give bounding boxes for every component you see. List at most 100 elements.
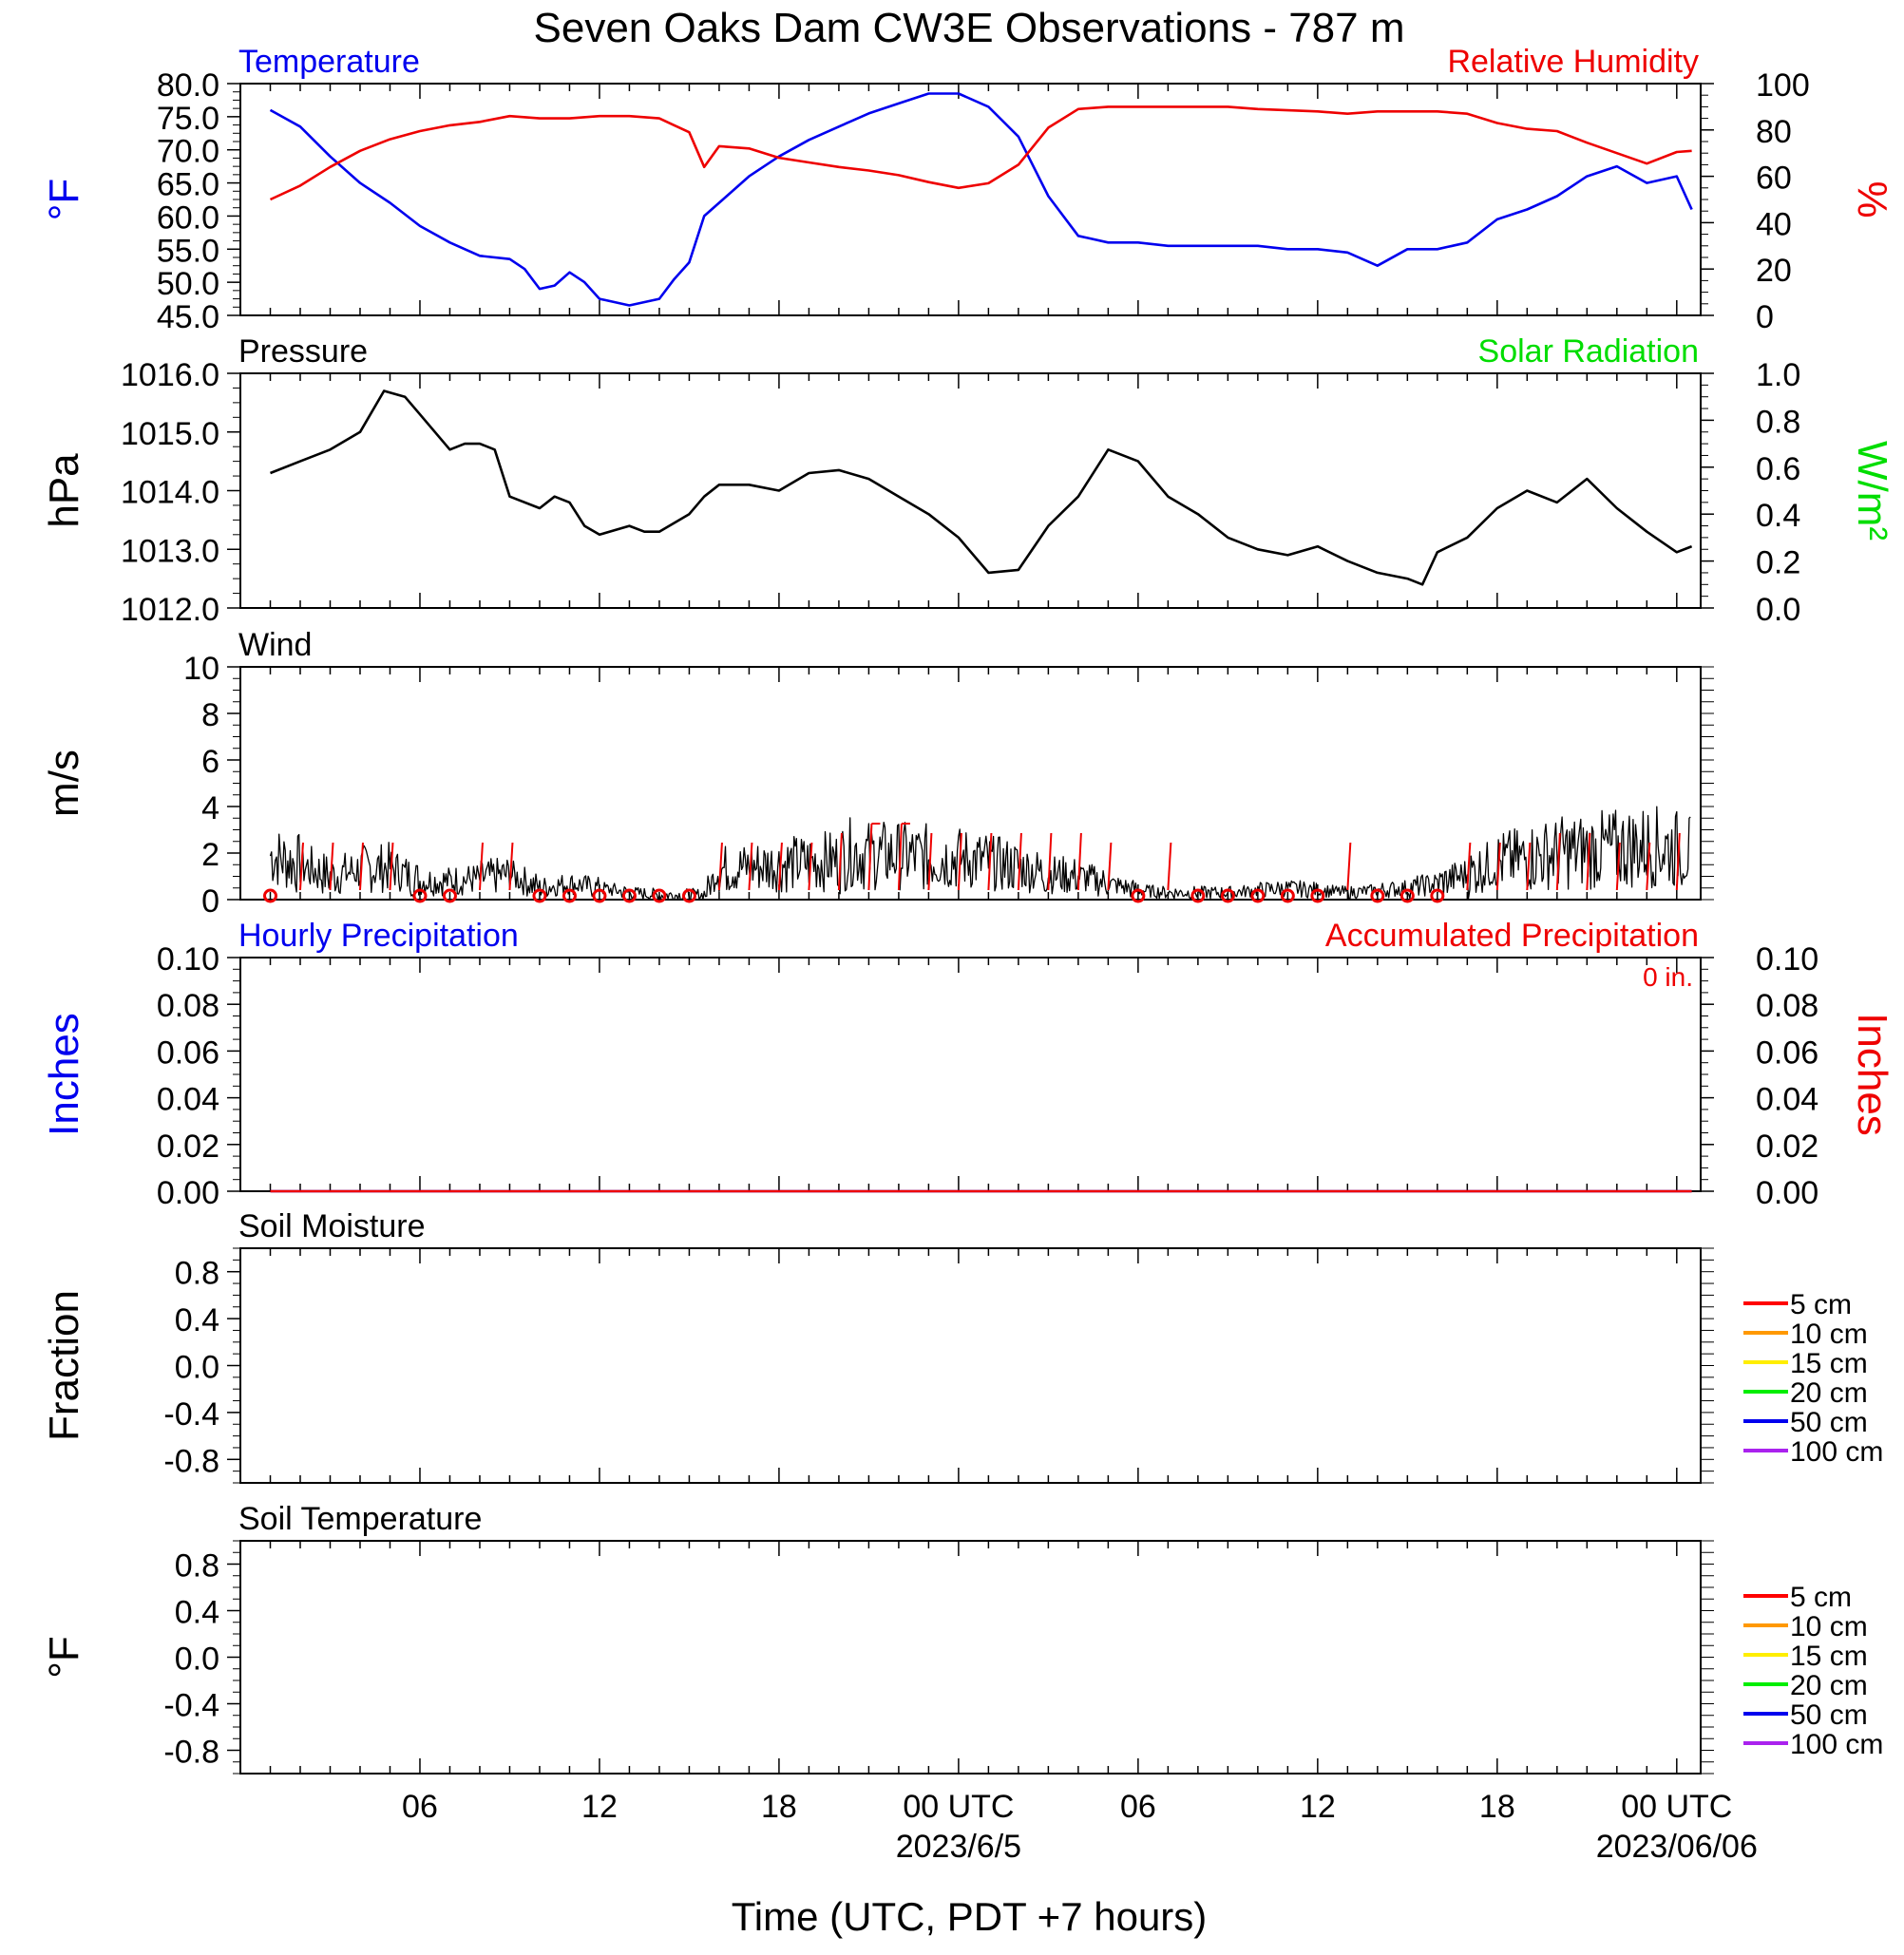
wind-barb xyxy=(329,842,334,891)
y-tick-label-right: 80 xyxy=(1756,114,1792,150)
panel-temp: 80.075.070.065.060.055.050.045.0 100 80 60 4… xyxy=(41,44,1895,335)
y-tick-label: 55.0 xyxy=(157,233,219,269)
y-axis-label-right: Inches xyxy=(1849,1013,1895,1136)
y-tick-label-right: 0.8 xyxy=(1756,404,1800,440)
x-tick-label: 06 xyxy=(1120,1789,1156,1825)
wind-barb xyxy=(1675,832,1681,891)
accumulated-total: 0 in. xyxy=(1643,962,1693,992)
wind-barb xyxy=(1586,832,1591,891)
panel-title-right: Solar Radiation xyxy=(1478,333,1699,370)
y-tick-label: 0.4 xyxy=(175,1595,219,1631)
y-tick-label: 0.0 xyxy=(175,1642,219,1678)
wind-calm-marker xyxy=(412,888,428,903)
wind-calm-marker xyxy=(1310,888,1325,903)
y-tick-label: 0.04 xyxy=(157,1082,219,1118)
panel-title-left: Temperature xyxy=(238,44,420,80)
x-tick-label: 12 xyxy=(581,1789,618,1825)
legend-label: 50 cm xyxy=(1790,1699,1868,1731)
wind-calm-marker xyxy=(592,888,607,903)
y-tick-label: 1013.0 xyxy=(121,533,219,569)
panel-title-left: Wind xyxy=(238,627,312,663)
y-tick-label: 1016.0 xyxy=(121,357,219,393)
y-tick-label: -0.8 xyxy=(163,1735,219,1771)
panel-soilm: 0.8 0.4 0.0 -0.4 -0.8 Soil Moisture Fraction 5 … xyxy=(41,1208,1883,1484)
y-tick-label-right: 0.06 xyxy=(1756,1034,1818,1071)
wind-calm-marker xyxy=(1280,888,1295,903)
x-axis-label: Time (UTC, PDT +7 hours) xyxy=(732,1894,1208,1939)
wind-calm-marker xyxy=(652,888,667,903)
panel-title-left: Soil Temperature xyxy=(238,1501,482,1537)
wind-barb xyxy=(748,842,753,891)
y-tick-label: 4 xyxy=(201,790,219,826)
legend-label: 100 cm xyxy=(1790,1729,1883,1760)
wind-calm-marker xyxy=(1220,888,1235,903)
y-tick-label: 60.0 xyxy=(157,199,219,236)
x-tick-label: 18 xyxy=(761,1789,797,1825)
wind-barb xyxy=(1167,842,1172,891)
y-axis-label-right: W/m² xyxy=(1849,441,1895,541)
wind-calm-marker xyxy=(1250,888,1266,903)
y-tick-label-right: 0.4 xyxy=(1756,498,1800,534)
legend-label: 5 cm xyxy=(1790,1289,1852,1320)
y-tick-label-right: 0.04 xyxy=(1756,1082,1818,1118)
wind-barb xyxy=(987,832,993,891)
wind-barb xyxy=(1466,842,1472,891)
wind-barb xyxy=(389,842,394,891)
wind-calm-marker xyxy=(1190,888,1206,903)
wind-calm-marker xyxy=(1399,888,1415,903)
y-tick-label: -0.4 xyxy=(163,1688,219,1724)
legend-label: 5 cm xyxy=(1790,1582,1852,1613)
legend-label: 100 cm xyxy=(1790,1436,1883,1468)
x-tick-labels: 06 12 18 00 UTC 2023/6/5 06 12 18 00 UTC 2023/06/… xyxy=(402,1789,1758,1865)
y-tick-label: 0.02 xyxy=(157,1129,219,1165)
wind-barb xyxy=(927,832,933,891)
y-tick-label: 0.0 xyxy=(175,1350,219,1386)
legend-label: 20 cm xyxy=(1790,1670,1868,1701)
panel-title-left: Pressure xyxy=(238,333,368,370)
wind-barb xyxy=(1346,842,1352,891)
y-tick-label: 75.0 xyxy=(157,101,219,137)
wind-calm-marker xyxy=(1131,888,1146,903)
x-tick-label: 18 xyxy=(1479,1789,1515,1825)
legend-label: 20 cm xyxy=(1790,1377,1868,1409)
wind-calm-marker xyxy=(562,888,577,903)
plot-frame xyxy=(239,1247,1702,1484)
panel-title-right: Accumulated Precipitation xyxy=(1325,918,1699,954)
y-tick-label-right: 60 xyxy=(1756,161,1792,197)
y-tick-label: 45.0 xyxy=(157,299,219,335)
y-tick-label-right: 0.2 xyxy=(1756,545,1800,581)
panel-title-left: Soil Moisture xyxy=(238,1208,426,1244)
wind-barb xyxy=(1646,842,1651,891)
plot-frame xyxy=(239,372,1702,609)
wind-barb xyxy=(897,823,903,891)
y-tick-label: 65.0 xyxy=(157,167,219,203)
y-tick-label: 1015.0 xyxy=(121,416,219,452)
x-tick-label: 00 UTC xyxy=(903,1789,1014,1825)
y-tick-label: 10 xyxy=(183,651,219,687)
legend-label: 50 cm xyxy=(1790,1407,1868,1438)
y-tick-label: 1012.0 xyxy=(121,592,219,628)
figure-title: Seven Oaks Dam CW3E Observations - 787 m xyxy=(534,5,1405,51)
y-tick-label: 6 xyxy=(201,744,219,780)
legend-label: 10 cm xyxy=(1790,1611,1868,1642)
y-tick-label: 80.0 xyxy=(157,67,219,104)
plot-frame xyxy=(239,957,1702,1192)
wind-calm-marker xyxy=(1430,888,1445,903)
panel-title-right: Relative Humidity xyxy=(1447,44,1699,80)
wind-barb xyxy=(298,842,304,891)
y-tick-label: -0.8 xyxy=(163,1443,219,1479)
y-tick-label: 0.10 xyxy=(157,941,219,978)
y-tick-label-right: 0.0 xyxy=(1756,592,1800,628)
y-tick-label-right: 0.00 xyxy=(1756,1175,1818,1211)
wind-barb xyxy=(358,842,364,891)
legend-label: 15 cm xyxy=(1790,1348,1868,1379)
panel-pressure: 1016.0 1015.0 1014.0 1013.0 1012.0 1.0 0.8 0.6 0… xyxy=(41,333,1895,628)
y-tick-label: 0 xyxy=(201,883,219,920)
panel-precip: 0.10 0.08 0.06 0.04 0.02 0.00 0.10 0.08 0.06 0.04… xyxy=(41,918,1895,1211)
y-tick-label: -0.4 xyxy=(163,1396,219,1433)
wind-calm-marker xyxy=(681,888,696,903)
wind-barb xyxy=(478,842,484,891)
y-tick-label-right: 0.10 xyxy=(1756,941,1818,978)
y-axis-label-right: % xyxy=(1849,180,1895,218)
y-tick-label: 8 xyxy=(201,697,219,733)
